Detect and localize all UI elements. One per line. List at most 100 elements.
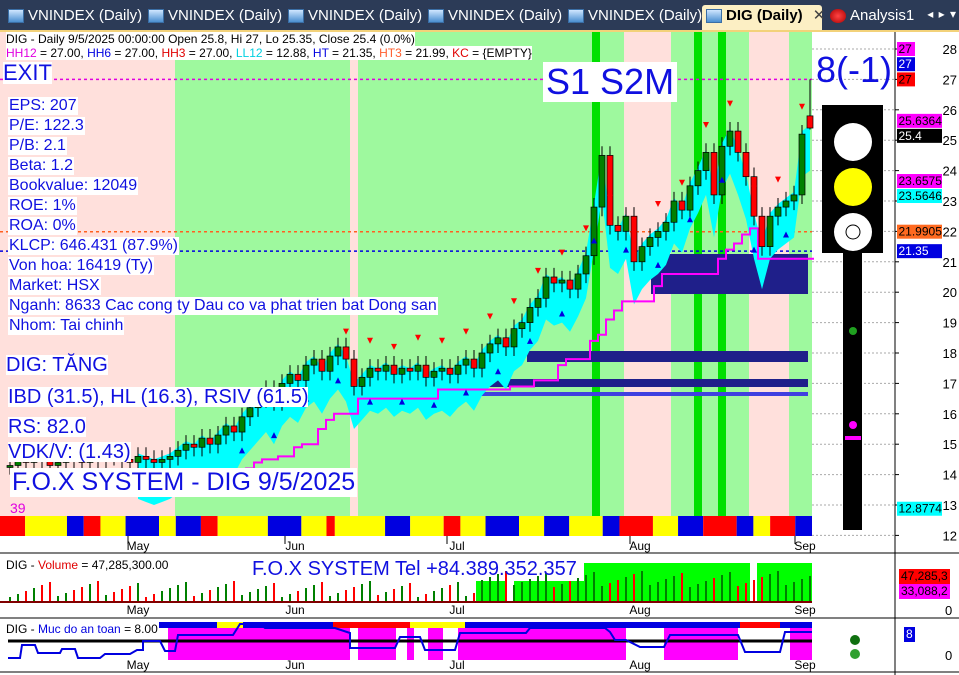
signal-strip-cell bbox=[25, 516, 67, 536]
safety-zone bbox=[790, 628, 812, 660]
candle bbox=[382, 356, 390, 381]
candle bbox=[614, 216, 622, 241]
var-name: KC bbox=[452, 46, 469, 60]
candle bbox=[398, 359, 406, 384]
sell-arrow-icon bbox=[703, 121, 709, 128]
signal-strip-cell bbox=[410, 516, 444, 536]
candle bbox=[502, 328, 510, 357]
price-tag-text: 25.6364 bbox=[899, 114, 943, 128]
rs-label: RS: 82.0 bbox=[8, 416, 86, 438]
candle bbox=[734, 121, 742, 162]
vdk-label: VDK/V: (1.43) bbox=[8, 441, 131, 463]
safety-header: DIG - Muc do an toan = 8.00 bbox=[6, 622, 158, 636]
tab-5[interactable]: DIG (Daily) ✕ bbox=[702, 5, 825, 30]
sell-arrow-icon bbox=[679, 179, 685, 186]
candle bbox=[758, 207, 766, 256]
price-tick-label: 22 bbox=[943, 224, 957, 239]
price-tag-text: 12.8774 bbox=[899, 502, 943, 516]
candle bbox=[702, 143, 710, 180]
var-name: HH6 bbox=[87, 46, 112, 60]
chart-window[interactable]: 28 27 26 25 24 23 22 21 20 19 18 17 16 15 14 13 12 27 27 27… bbox=[0, 30, 959, 675]
candle bbox=[574, 264, 582, 299]
price-tick-label: 14 bbox=[943, 468, 957, 483]
candle bbox=[742, 143, 750, 186]
candle bbox=[174, 441, 182, 466]
candle bbox=[406, 359, 414, 381]
sell-arrow-icon bbox=[439, 337, 445, 344]
price-chart[interactable]: 2827262524232221201918171615141312272727… bbox=[0, 32, 959, 675]
var-value: = 12.88, bbox=[262, 46, 313, 60]
info-line: EPS: 207 bbox=[8, 97, 78, 115]
brand-title: F.O.X SYSTEM - DIG 9/5/2025 bbox=[10, 468, 358, 497]
buy-arrow-icon bbox=[335, 377, 341, 384]
signal-strip-cell bbox=[460, 516, 486, 536]
candle bbox=[790, 185, 798, 211]
close-tab-icon[interactable]: ✕ bbox=[812, 7, 826, 24]
signal-strip-cell bbox=[569, 516, 603, 536]
sell-arrow-icon bbox=[631, 231, 637, 238]
tab-1[interactable]: VNINDEX (Daily) bbox=[144, 5, 282, 30]
candle bbox=[766, 207, 774, 256]
candle bbox=[494, 328, 502, 353]
tab-0[interactable]: VNINDEX (Daily) bbox=[4, 5, 142, 30]
var-value: = 21.35, bbox=[332, 46, 380, 60]
buy-arrow-icon bbox=[751, 246, 757, 253]
tab-4[interactable]: VNINDEX (Daily) bbox=[564, 5, 702, 30]
quote-header: DIG - Daily 9/5/2025 00:00:00 Open 25.8,… bbox=[6, 32, 415, 46]
signal-strip-cell bbox=[267, 516, 302, 536]
tab-6[interactable]: Analysis1 bbox=[826, 5, 918, 30]
candle bbox=[622, 207, 630, 241]
month-label: Aug bbox=[629, 539, 650, 553]
candle bbox=[750, 167, 758, 226]
tab-3[interactable]: VNINDEX (Daily) bbox=[424, 5, 562, 30]
tab-bar: VNINDEX (Daily) VNINDEX (Daily) VNINDEX (D… bbox=[0, 0, 959, 30]
resistance-zone bbox=[360, 392, 808, 396]
count-label: 39 bbox=[10, 500, 26, 516]
light-icon bbox=[834, 213, 872, 251]
price-tag-text: 27 bbox=[899, 42, 913, 56]
candle bbox=[590, 197, 598, 265]
candle bbox=[782, 191, 790, 217]
buy-arrow-icon bbox=[623, 246, 629, 253]
signal-strip-cell bbox=[83, 516, 101, 536]
buy-arrow-icon bbox=[687, 216, 693, 223]
candle bbox=[550, 267, 558, 293]
candle bbox=[198, 429, 206, 457]
month-label: Jul bbox=[449, 539, 464, 553]
candle bbox=[526, 298, 534, 332]
candle bbox=[222, 416, 230, 445]
sell-arrow-icon bbox=[559, 249, 565, 256]
price-tag bbox=[897, 113, 942, 128]
tab-2[interactable]: VNINDEX (Daily) bbox=[284, 5, 422, 30]
sell-arrow-icon bbox=[727, 100, 733, 107]
status-dot-icon bbox=[849, 327, 857, 335]
signal-strip-cell bbox=[652, 516, 679, 536]
resistance-zone bbox=[408, 379, 808, 387]
month-label: Jun bbox=[285, 539, 304, 553]
price-tick-label: 18 bbox=[943, 346, 957, 361]
candle bbox=[390, 356, 398, 384]
buy-arrow-icon bbox=[559, 310, 565, 317]
safety-zone bbox=[407, 628, 414, 660]
candle bbox=[694, 161, 702, 195]
candle bbox=[214, 425, 222, 454]
var-name: HH3 bbox=[161, 46, 186, 60]
sell-arrow-icon bbox=[511, 298, 517, 305]
indicator-values: HH12 = 27.00, HH6 = 27.00, HH3 = 27.00, … bbox=[6, 46, 532, 60]
marker-icon bbox=[845, 436, 861, 440]
info-line: ROE: 1% bbox=[8, 197, 77, 215]
signal-strip-cell bbox=[100, 516, 126, 536]
candle bbox=[454, 356, 462, 384]
candle bbox=[638, 237, 646, 271]
tab-label: Analysis1 bbox=[850, 7, 915, 24]
light-icon bbox=[834, 168, 872, 206]
price-tag bbox=[897, 174, 942, 189]
buy-arrow-icon bbox=[495, 368, 501, 375]
analysis-icon bbox=[830, 9, 846, 23]
tab-scroll-controls[interactable]: ◂ ▸ ▾ bbox=[927, 7, 957, 21]
candle bbox=[510, 319, 518, 357]
sell-arrow-icon bbox=[367, 337, 373, 344]
candle bbox=[646, 228, 654, 256]
signal-strip-cell bbox=[159, 516, 176, 536]
tab-label: VNINDEX (Daily) bbox=[308, 7, 423, 24]
